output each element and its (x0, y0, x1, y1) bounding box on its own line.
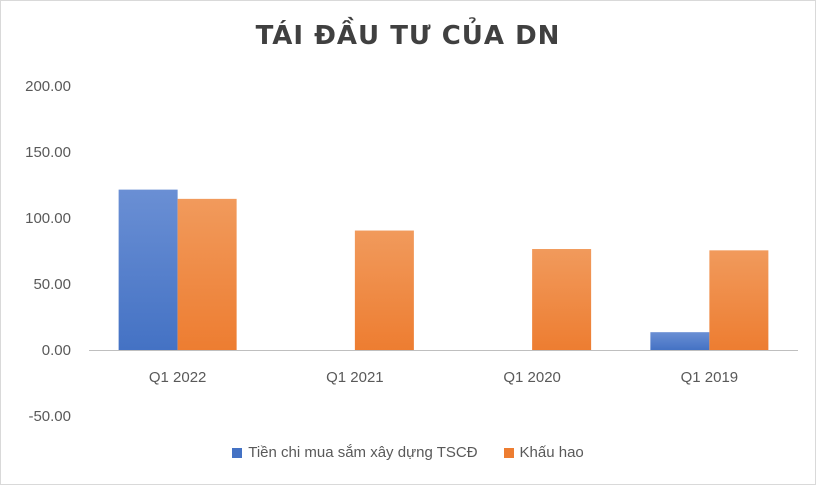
y-tick-label: 100.00 (25, 210, 71, 227)
legend-label-series-1: Tiền chi mua sắm xây dựng TSCĐ (248, 444, 478, 461)
legend-item-series-2: Khấu hao (503, 444, 584, 461)
chart-legend: Tiền chi mua sắm xây dựng TSCĐ Khấu hao (1, 444, 815, 461)
y-tick-label: 0.00 (42, 342, 71, 359)
x-tick-label: Q1 2021 (326, 369, 384, 386)
y-tick-label: 50.00 (33, 276, 71, 293)
x-tick-label: Q1 2019 (681, 369, 739, 386)
legend-swatch-series-1 (232, 447, 243, 458)
bar-tscd-3 (650, 332, 710, 350)
bar-khau-hao-2 (532, 249, 592, 350)
legend-item-series-1: Tiền chi mua sắm xây dựng TSCĐ (232, 444, 478, 461)
bar-khau-hao-1 (354, 230, 414, 350)
legend-swatch-series-2 (503, 447, 514, 458)
legend-label-series-2: Khấu hao (519, 444, 584, 461)
bar-khau-hao-0 (177, 198, 237, 350)
chart-title: TÁI ĐẦU TƯ CỦA DN (255, 21, 561, 51)
x-tick-label: Q1 2022 (149, 369, 207, 386)
bar-khau-hao-3 (709, 250, 769, 350)
y-tick-label: -50.00 (28, 408, 71, 425)
y-tick-label: 150.00 (25, 144, 71, 161)
x-tick-label: Q1 2020 (503, 369, 561, 386)
bar-tscd-0 (118, 189, 178, 350)
y-tick-label: 200.00 (25, 78, 71, 95)
